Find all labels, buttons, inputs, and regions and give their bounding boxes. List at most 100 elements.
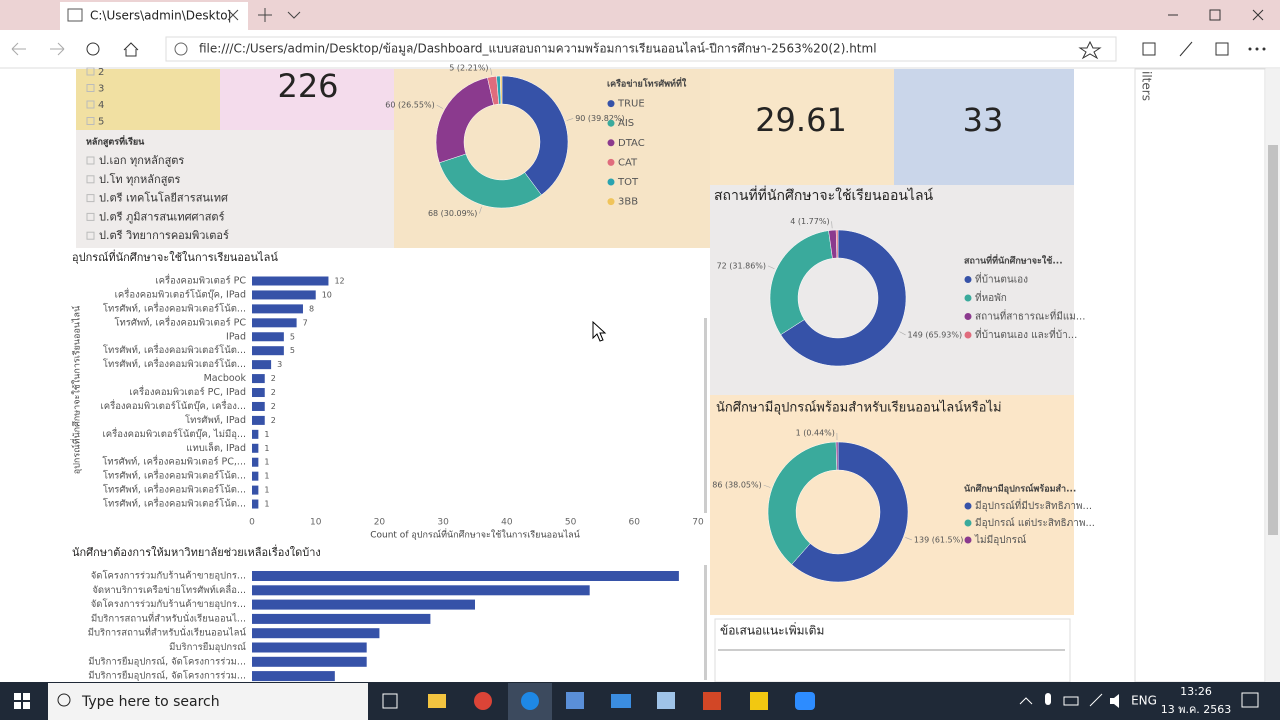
mouse-cursor [592,320,607,342]
x-tick-label: 60 [629,518,641,528]
powerpoint[interactable] [703,692,721,710]
legend-label: ที่บ้านตนเอง [975,272,1028,286]
slicer-item: ป.ตรี วิทยาการคอมพิวเตอร์ [99,229,229,242]
data-label: 2 [271,374,276,383]
tab-close[interactable] [227,9,239,21]
data-label: 1 [264,458,269,467]
legend-label: DTAC [618,138,645,149]
bar [252,471,259,481]
favorite[interactable] [1078,40,1102,60]
leader-line [479,206,482,214]
powerbi[interactable] [750,692,768,710]
x-axis-title: Count of อุปกรณ์ที่นักศึกษาจะใช้ในการเรี… [370,528,580,541]
y-tick-label: โทรศัพท์, เครื่องคอมพิวเตอร์โน้ต... [103,469,246,482]
y-tick-label: Macbook [204,373,247,384]
data-label: 3 [277,360,282,369]
bar [252,318,297,328]
bar [252,585,590,596]
data-label: 7 [303,318,308,327]
volume[interactable] [1110,694,1119,708]
close[interactable] [1252,9,1264,21]
slicer-title: หลักสูตรที่เรียน [86,135,145,148]
tray-expand[interactable] [1019,697,1033,705]
store[interactable] [566,692,584,709]
new-tab[interactable] [258,8,272,22]
legend-marker [964,294,972,302]
legend-marker [607,198,615,206]
clock-date[interactable]: 13 พ.ค. 2563 [1161,703,1232,716]
notes[interactable] [1179,41,1193,57]
address-bar[interactable] [165,36,1117,62]
bar [252,642,367,653]
slicer-item: ป.ตรี ภูมิสารสนเทศศาสตร์ [99,210,225,223]
y-tick-label: โทรศัพท์, เครื่องคอมพิวเตอร์โน้ต... [103,483,246,496]
legend-marker [964,313,972,320]
legend-label: TRUE [617,99,645,110]
start[interactable] [23,702,30,709]
data-label: 5 [290,332,295,341]
data-label: 90 (39.82%) [575,114,624,123]
explorer[interactable] [428,694,446,708]
favorites-hub[interactable] [1142,42,1156,56]
card-value: 33 [963,101,1004,139]
data-label: 5 [290,346,295,355]
mail[interactable] [611,694,631,708]
legend-marker [607,100,615,108]
task-view[interactable] [382,693,398,709]
chrome[interactable] [474,692,492,710]
y-tick-label: มีบริการสถานที่สำหรับนั่งเรียนออนไลน์ [88,626,247,639]
start[interactable] [14,702,21,709]
visual-scrollbar[interactable] [704,565,707,680]
donut-slice [835,229,839,259]
maximize[interactable] [1209,9,1221,21]
data-label: 12 [334,277,344,286]
legend-label: AIS [618,118,634,129]
home[interactable] [123,42,139,57]
search-box[interactable] [48,683,368,720]
language[interactable]: ENG [1131,694,1157,708]
card-panel [710,69,894,185]
y-axis-title: อุปกรณ์ที่นักศึกษาจะใช้ในการเรียนออนไลน์ [70,306,83,475]
zoom[interactable] [795,692,815,710]
filters-pane[interactable] [1134,68,1266,683]
more[interactable] [1255,47,1259,51]
data-label: 72 (31.86%) [717,261,766,270]
more[interactable] [1262,47,1266,51]
notifications[interactable] [1241,692,1259,708]
donut-slice [501,75,569,196]
battery[interactable] [1063,696,1079,706]
card-value: 29.61 [755,101,847,139]
legend-marker [607,119,615,127]
start[interactable] [23,693,30,700]
legend-label: ที่บ้านตนเอง และที่บ้า... [975,327,1077,341]
bar [252,457,259,467]
tab[interactable] [60,2,248,30]
checkbox [86,100,95,109]
data-label: 149 (65.93%) [908,330,963,339]
more[interactable] [1248,47,1252,51]
bar [252,304,303,314]
wifi[interactable] [1089,693,1103,707]
tab-list[interactable] [287,11,301,19]
legend-marker [607,178,615,186]
scroll-thumb[interactable] [1268,145,1278,535]
share[interactable] [1215,42,1229,56]
data-label: 2 [271,402,276,411]
clock-time[interactable]: 13:26 [1180,685,1212,698]
x-tick-label: 20 [374,518,386,528]
slicer-item: 2 [98,67,104,78]
edge[interactable] [521,692,539,710]
y-tick-label: โทรศัพท์, เครื่องคอมพิวเตอร์โน้ต... [103,357,246,370]
bar [252,290,316,300]
app[interactable] [657,692,675,709]
forward[interactable] [50,42,65,56]
checkbox [86,212,95,221]
refresh[interactable] [86,42,100,56]
leader-line [566,118,574,121]
y-tick-label: เครื่องคอมพิวเตอร์ PC, IPad [129,385,246,398]
visual-scrollbar[interactable] [704,318,707,513]
data-label: 10 [322,290,332,299]
leader-line [436,104,443,109]
back[interactable] [11,42,26,56]
start[interactable] [14,693,21,700]
